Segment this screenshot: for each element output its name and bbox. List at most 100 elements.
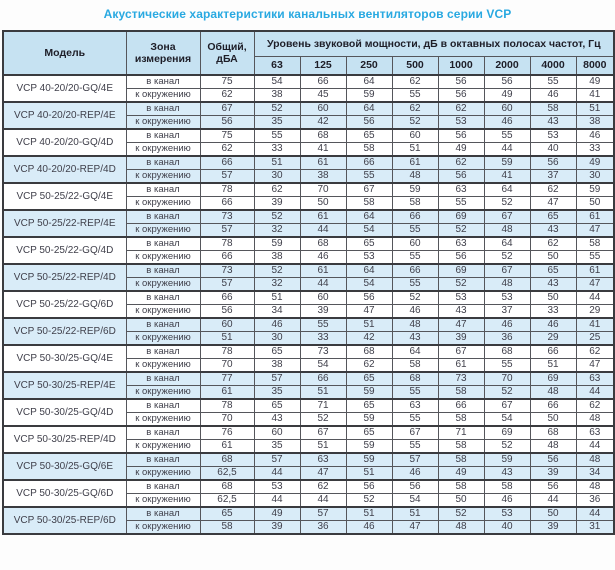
spl-cell-1000: 48	[437, 520, 485, 535]
zone-cell-ambient: к окружению	[125, 223, 201, 238]
spl-cell-1000: 52	[437, 506, 485, 521]
spl-cell-125: 44	[299, 223, 347, 238]
spl-cell-1000: 56	[437, 128, 485, 143]
spl-cell-2000: 67	[483, 398, 531, 413]
frequency-header-row: 63 125 250 500 1000 2000 4000 8000	[3, 55, 615, 76]
total-dba-cell: 73	[199, 209, 255, 224]
spl-cell-63: 32	[253, 223, 301, 238]
table-row: к окружению 70 43 52 59 55 58 54 50 48	[3, 412, 615, 427]
model-cell: VCP 40-20/20-GQ/4E	[2, 74, 127, 103]
spl-cell-500: 58	[391, 196, 439, 211]
table-row: к окружению 62,5 44 44 52 54 50 46 44 36	[3, 493, 615, 508]
spl-cell-2000: 58	[483, 479, 531, 494]
spl-cell-63: 43	[253, 412, 301, 427]
spl-cell-1000: 56	[437, 169, 485, 184]
spl-cell-2000: 46	[483, 317, 531, 332]
spl-cell-63: 35	[253, 115, 301, 130]
spl-cell-500: 62	[391, 101, 439, 116]
total-dba-cell: 77	[199, 371, 255, 386]
total-dba-cell: 66	[199, 290, 255, 305]
spl-cell-2000: 52	[483, 439, 531, 454]
spl-cell-63: 38	[253, 250, 301, 265]
spl-cell-2000: 64	[483, 182, 531, 197]
spl-cell-500: 67	[391, 425, 439, 440]
spl-cell-250: 54	[345, 277, 393, 292]
total-dba-cell: 66	[199, 155, 255, 170]
spl-cell-500: 60	[391, 236, 439, 251]
spl-cell-4000: 65	[529, 209, 577, 224]
spl-cell-125: 71	[299, 398, 347, 413]
table-row: VCP 50-25/22-REP/4E в канал 73 52 61 64 66 69 67…	[2, 209, 615, 238]
model-cell: VCP 50-30/25-REP/4E	[2, 371, 127, 400]
spl-cell-250: 53	[345, 250, 393, 265]
spl-cell-125: 67	[299, 425, 347, 440]
spl-cell-250: 65	[345, 236, 393, 251]
spl-cell-250: 56	[345, 115, 393, 130]
zone-cell-canal: в канал	[125, 425, 201, 440]
zone-cell-ambient: к окружению	[125, 142, 201, 157]
spl-cell-8000: 30	[575, 169, 615, 184]
spl-cell-1000: 58	[437, 439, 485, 454]
spl-cell-500: 60	[391, 128, 439, 143]
spl-cell-125: 33	[299, 331, 347, 346]
spl-cell-250: 51	[345, 317, 393, 332]
spl-cell-4000: 62	[529, 236, 577, 251]
spl-cell-4000: 51	[529, 358, 577, 373]
spl-cell-2000: 69	[483, 425, 531, 440]
spl-cell-125: 36	[299, 520, 347, 535]
spl-cell-1000: 52	[437, 223, 485, 238]
spl-cell-125: 55	[299, 317, 347, 332]
spl-cell-4000: 43	[529, 277, 577, 292]
total-dba-cell: 65	[199, 506, 255, 521]
spl-cell-8000: 59	[575, 182, 615, 197]
spl-cell-250: 65	[345, 128, 393, 143]
spl-cell-4000: 56	[529, 452, 577, 467]
spl-cell-500: 55	[391, 223, 439, 238]
total-dba-cell: 61	[199, 385, 255, 400]
zone-cell-ambient: к окружению	[125, 196, 201, 211]
model-cell: VCP 50-25/22-REP/4D	[2, 263, 127, 292]
table-row: VCP 50-30/25-GQ/6D в канал 68 53 62 56 56 58 58 5…	[2, 479, 615, 508]
spl-cell-1000: 66	[437, 398, 485, 413]
spl-cell-2000: 36	[483, 331, 531, 346]
spl-cell-500: 55	[391, 277, 439, 292]
table-row: к окружению 57 30 38 55 48 56 41 37 30	[3, 169, 615, 184]
spl-cell-4000: 48	[529, 439, 577, 454]
zone-cell-canal: в канал	[125, 398, 201, 413]
spl-cell-250: 66	[345, 155, 393, 170]
spl-cell-63: 44	[253, 466, 301, 481]
model-cell: VCP 50-25/22-REP/6D	[2, 317, 127, 346]
spl-cell-63: 33	[253, 142, 301, 157]
spl-cell-250: 59	[345, 385, 393, 400]
spl-cell-63: 35	[253, 439, 301, 454]
col-header-freq-8000: 8000	[575, 55, 615, 76]
model-cell: VCP 50-30/25-GQ/4E	[2, 344, 127, 373]
spl-cell-8000: 47	[575, 358, 615, 373]
zone-cell-ambient: к окружению	[125, 520, 201, 535]
total-dba-cell: 70	[199, 412, 255, 427]
total-dba-cell: 62,5	[199, 493, 255, 508]
total-dba-cell: 51	[199, 331, 255, 346]
spl-cell-250: 58	[345, 196, 393, 211]
spl-cell-1000: 52	[437, 277, 485, 292]
spl-cell-500: 55	[391, 88, 439, 103]
spl-cell-500: 55	[391, 385, 439, 400]
spl-cell-250: 52	[345, 493, 393, 508]
spl-cell-4000: 55	[529, 74, 577, 89]
total-dba-cell: 68	[199, 452, 255, 467]
spl-cell-1000: 49	[437, 142, 485, 157]
table-row: VCP 50-30/25-REP/4D в канал 76 60 67 65 67 71 69…	[2, 425, 615, 454]
zone-cell-canal: в канал	[125, 371, 201, 386]
total-dba-cell: 76	[199, 425, 255, 440]
spl-cell-125: 70	[299, 182, 347, 197]
model-cell: VCP 50-30/25-REP/4D	[2, 425, 127, 454]
zone-cell-ambient: к окружению	[125, 88, 201, 103]
spl-cell-63: 34	[253, 304, 301, 319]
total-dba-cell: 57	[199, 169, 255, 184]
spl-cell-4000: 46	[529, 88, 577, 103]
table-row: к окружению 58 39 36 46 47 48 40 39 31	[3, 520, 615, 535]
spl-cell-125: 61	[299, 155, 347, 170]
total-dba-cell: 75	[199, 74, 255, 89]
table-row: VCP 50-25/22-GQ/4E в канал 78 62 70 67 59 63 64 6…	[2, 182, 615, 211]
spl-cell-125: 41	[299, 142, 347, 157]
